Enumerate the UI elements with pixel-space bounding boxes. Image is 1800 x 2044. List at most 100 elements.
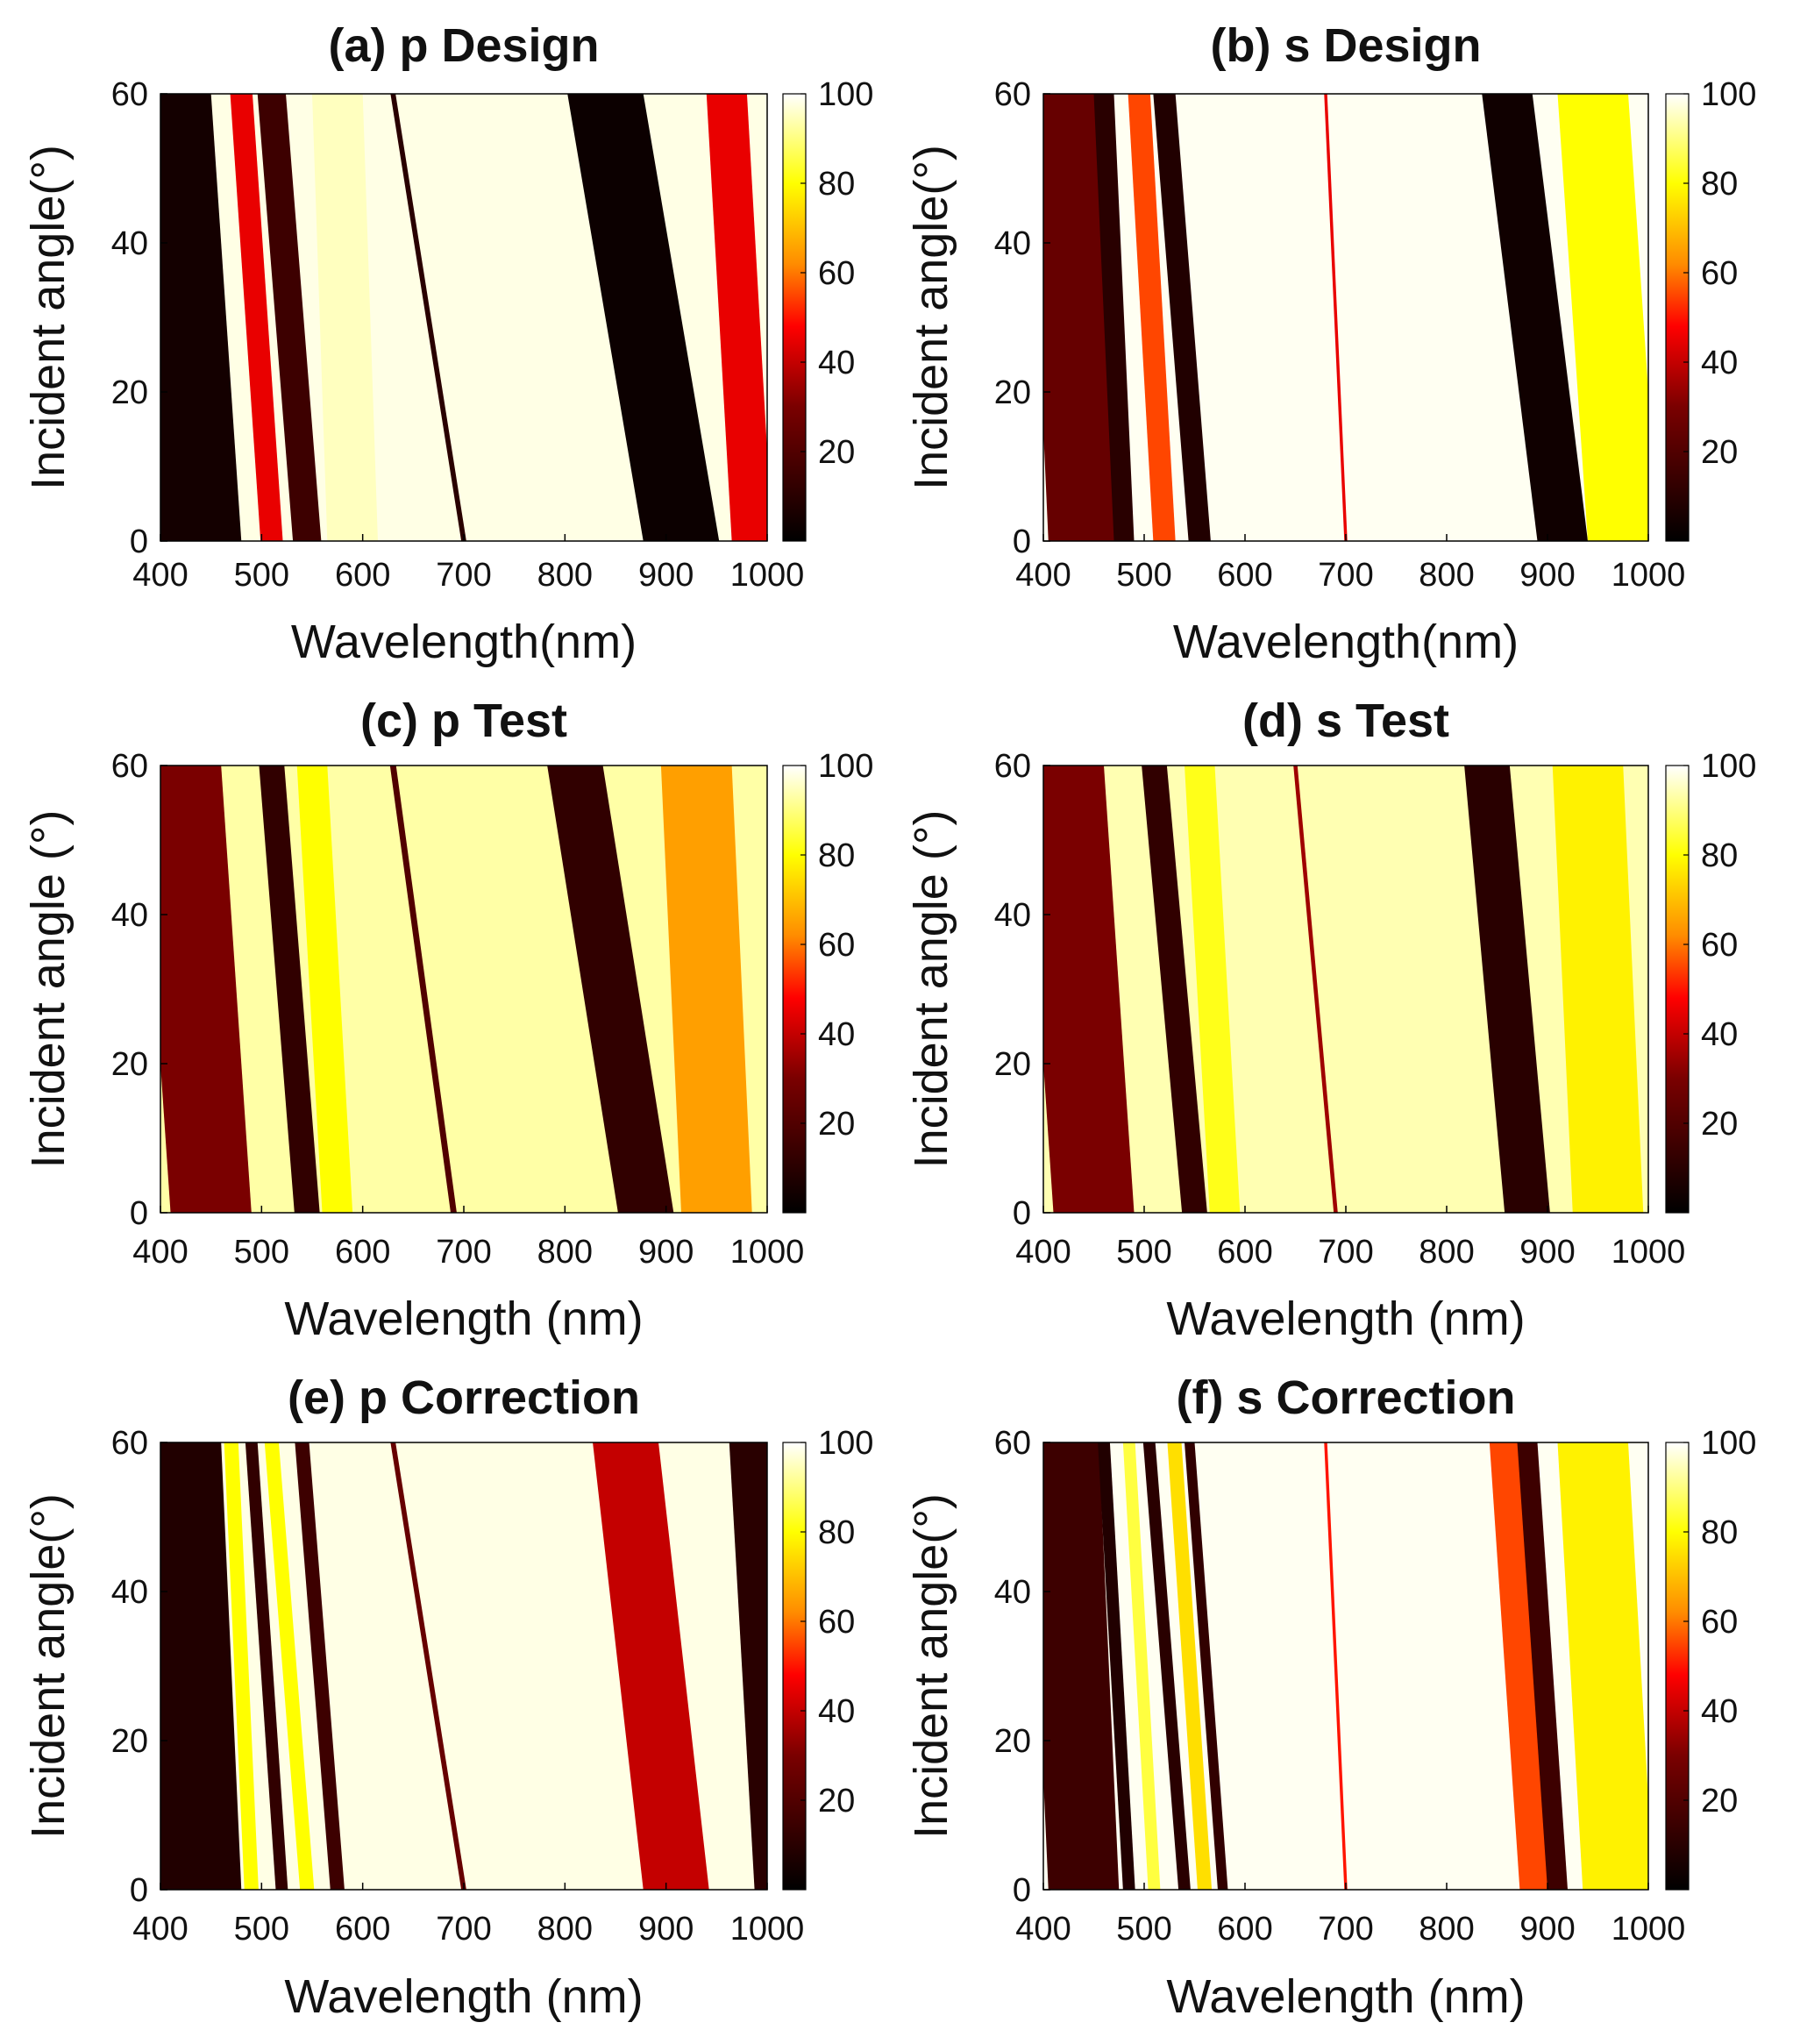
heatmap-band [295, 1442, 345, 1890]
x-tick-label: 700 [1318, 557, 1373, 594]
heatmap-band [1128, 94, 1176, 541]
colorbar-tick-label: 60 [1701, 1604, 1738, 1641]
heatmap-band [224, 1442, 259, 1890]
x-tick-label: 500 [234, 1234, 289, 1271]
heatmap-band [547, 766, 674, 1213]
x-tick-label: 500 [1116, 1234, 1171, 1271]
y-axis-label: Incident angle(°) [22, 145, 75, 490]
y-tick-label: 40 [994, 897, 1031, 934]
colorbar-tick-label: 80 [1701, 1514, 1738, 1551]
y-tick-label: 40 [994, 1574, 1031, 1611]
heatmap-band [160, 94, 242, 541]
colorbar-tick-label: 20 [818, 434, 855, 471]
heatmap-band [1557, 94, 1648, 541]
colorbar-tick-label: 20 [1701, 1783, 1738, 1820]
y-tick-label: 0 [1013, 523, 1031, 560]
x-axis-label: Wavelength(nm) [291, 616, 637, 668]
y-tick-label: 20 [994, 1723, 1031, 1760]
x-tick-label: 1000 [730, 1234, 805, 1271]
x-tick-label: 400 [1015, 1234, 1071, 1271]
x-tick-label: 800 [1419, 1911, 1474, 1948]
colorbar-tick-label: 40 [1701, 1016, 1738, 1053]
x-tick-label: 1000 [730, 1911, 805, 1948]
heatmap-panel-0: (a) p Design 400 500 600 700 800 900 1000 0 20 40 6… [22, 19, 873, 668]
colorbar-tick-label: 60 [1701, 255, 1738, 292]
heatmap-band [1093, 94, 1135, 541]
colorbar-tick-label: 80 [818, 837, 855, 874]
y-tick-label: 40 [111, 1574, 148, 1611]
x-tick-label: 1000 [1611, 557, 1686, 594]
heatmap-panel-5: (f) s Correction 400 500 600 700 800 900 1000 0 2… [905, 1371, 1756, 2023]
x-tick-label: 400 [132, 1234, 188, 1271]
x-tick-label: 900 [1519, 557, 1575, 594]
heatmap-band [1517, 1442, 1568, 1890]
x-tick-label: 800 [537, 1234, 593, 1271]
heatmap-band [729, 1442, 767, 1890]
x-tick-label: 700 [1318, 1911, 1373, 1948]
colorbar-tick-label: 60 [818, 255, 855, 292]
x-tick-label: 900 [638, 1234, 694, 1271]
colorbar [782, 1442, 807, 1891]
colorbar-tick-label: 80 [818, 1514, 855, 1551]
y-tick-label: 0 [130, 523, 148, 560]
x-tick-label: 500 [234, 1911, 289, 1948]
x-tick-label: 600 [335, 1911, 390, 1948]
heatmap-band [230, 94, 283, 541]
colorbar [1665, 93, 1690, 542]
panel-title: (a) p Design [328, 19, 599, 72]
heatmap-band [660, 766, 752, 1213]
heatmap-band [1324, 1442, 1348, 1890]
colorbar-tick-label: 100 [1701, 1425, 1756, 1462]
heatmap-panel-2: (c) p Test 400 500 600 700 800 900 1000 0 20 40 60 W… [22, 694, 873, 1345]
x-tick-label: 700 [436, 1234, 491, 1271]
heatmap-band [390, 94, 466, 541]
y-tick-label: 20 [111, 374, 148, 411]
colorbar-tick-label: 80 [818, 166, 855, 203]
y-tick-label: 60 [111, 748, 148, 785]
x-tick-label: 1000 [730, 557, 805, 594]
heatmap-band [1142, 766, 1207, 1213]
heatmap-background [1043, 766, 1648, 1213]
x-tick-label: 800 [537, 557, 593, 594]
colorbar-tick-label: 40 [818, 345, 855, 381]
heatmap-band [1098, 1442, 1135, 1890]
panel-title: (c) p Test [360, 694, 567, 747]
x-axis-label: Wavelength (nm) [1166, 1293, 1525, 1345]
heatmap-band [296, 766, 353, 1213]
heatmap-band [1185, 1442, 1228, 1890]
x-axis-label: Wavelength (nm) [284, 1970, 643, 2023]
y-tick-label: 60 [994, 1425, 1031, 1462]
colorbar [1665, 765, 1690, 1214]
panel-title: (d) s Test [1242, 694, 1449, 747]
heatmap-band [259, 766, 320, 1213]
y-axis-label: Incident angle(°) [22, 1493, 75, 1839]
y-tick-label: 20 [111, 1046, 148, 1083]
x-axis-label: Wavelength(nm) [1173, 616, 1519, 668]
heatmap-band [706, 94, 767, 541]
heatmap-band [1153, 94, 1211, 541]
heatmap-band [160, 766, 252, 1213]
x-tick-label: 500 [234, 557, 289, 594]
panel-title: (e) p Correction [288, 1371, 640, 1424]
y-tick-label: 20 [994, 374, 1031, 411]
colorbar-tick-label: 80 [1701, 837, 1738, 874]
heatmap-panel-1: (b) s Design 400 500 600 700 800 900 1000 0 20 40 6… [905, 19, 1756, 668]
colorbar [782, 765, 807, 1214]
y-tick-label: 40 [111, 897, 148, 934]
y-tick-label: 60 [111, 1425, 148, 1462]
heatmap-band [1552, 766, 1644, 1213]
x-tick-label: 900 [1519, 1234, 1575, 1271]
x-tick-label: 700 [1318, 1234, 1373, 1271]
heatmap-band [1293, 766, 1338, 1213]
heatmap-band [390, 1442, 466, 1890]
x-tick-label: 500 [1116, 557, 1171, 594]
heatmap-band [567, 94, 720, 541]
x-tick-label: 800 [537, 1911, 593, 1948]
heatmap-band [1167, 1442, 1213, 1890]
colorbar-tick-label: 60 [1701, 927, 1738, 964]
x-tick-label: 600 [335, 557, 390, 594]
x-tick-label: 1000 [1611, 1234, 1686, 1271]
y-tick-label: 60 [994, 76, 1031, 113]
heatmap-band [312, 94, 378, 541]
y-tick-label: 0 [1013, 1872, 1031, 1909]
